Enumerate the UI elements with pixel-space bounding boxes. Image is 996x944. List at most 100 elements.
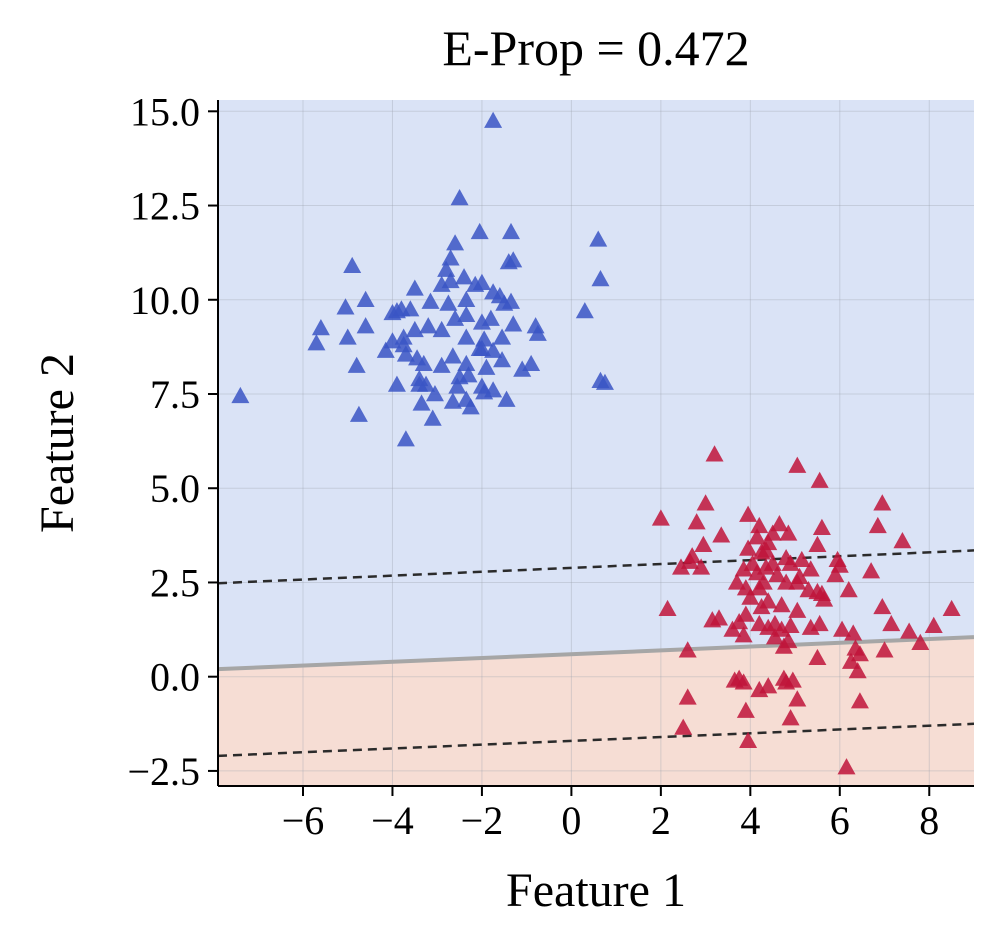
x-tick-label: 0	[561, 798, 581, 843]
y-tick-label: 15.0	[130, 89, 200, 134]
y-tick-label: 12.5	[130, 184, 200, 229]
point-class-1	[808, 535, 827, 552]
point-class-0	[591, 270, 610, 287]
point-class-1	[768, 565, 787, 583]
point-class-1	[671, 558, 690, 575]
point-class-0	[439, 294, 458, 311]
point-class-1	[739, 731, 758, 748]
point-class-1	[841, 652, 860, 669]
point-class-1	[844, 624, 863, 641]
point-class-1	[705, 445, 724, 462]
y-tick-label: 0.0	[150, 655, 200, 700]
point-class-0	[446, 234, 465, 251]
point-class-1	[815, 590, 834, 607]
point-class-1	[781, 709, 800, 726]
point-class-1	[911, 633, 930, 650]
x-axis-label: Feature 1	[506, 864, 686, 917]
lower-margin-line	[218, 722, 974, 758]
point-class-0	[356, 290, 375, 307]
point-class-0	[412, 394, 431, 411]
point-class-1	[788, 601, 807, 618]
point-class-1	[848, 662, 867, 679]
chart-title: E-Prop = 0.472	[442, 20, 749, 76]
decision-boundary-line	[218, 635, 974, 672]
point-class-1	[826, 565, 845, 583]
point-class-0	[504, 315, 523, 332]
data-points	[231, 111, 961, 775]
point-class-1	[900, 622, 919, 639]
point-class-0	[338, 328, 357, 345]
point-class-1	[756, 558, 775, 575]
point-class-0	[513, 360, 532, 377]
y-tick-label: −2.5	[127, 749, 200, 794]
point-class-1	[779, 524, 798, 541]
point-class-0	[484, 111, 503, 128]
point-class-0	[417, 375, 436, 392]
point-class-0	[461, 398, 480, 415]
point-class-1	[748, 564, 767, 581]
point-class-1	[727, 573, 746, 590]
point-class-0	[484, 341, 503, 358]
x-tick-label: 2	[651, 798, 671, 843]
point-class-0	[455, 268, 474, 285]
point-class-0	[448, 377, 467, 394]
point-class-1	[942, 599, 961, 617]
point-class-1	[734, 626, 753, 643]
point-class-1	[801, 618, 820, 635]
point-class-0	[396, 430, 415, 447]
y-axis-label: Feature 2	[31, 353, 84, 533]
point-class-1	[748, 528, 767, 545]
point-class-1	[750, 516, 769, 534]
point-class-1	[658, 599, 677, 617]
point-class-1	[837, 758, 856, 775]
point-class-0	[423, 409, 442, 426]
point-class-1	[868, 516, 887, 534]
point-class-0	[425, 385, 444, 402]
point-class-0	[477, 358, 496, 375]
point-class-1	[875, 641, 894, 658]
point-class-1	[712, 526, 731, 543]
point-class-1	[839, 581, 858, 598]
point-class-1	[833, 620, 852, 637]
point-class-0	[502, 222, 521, 240]
point-class-1	[812, 518, 831, 536]
point-class-0	[307, 334, 326, 351]
model-lines	[218, 549, 974, 758]
y-tick-label: 2.5	[150, 560, 200, 605]
point-class-0	[394, 336, 413, 353]
y-ticks: −2.5 0.0 2.5 5.0 7.5 10.0 12.5 15.0	[127, 89, 218, 794]
point-class-1	[692, 558, 711, 575]
point-class-0	[421, 292, 440, 309]
x-tick-label: 6	[830, 798, 850, 843]
point-class-1	[723, 620, 742, 637]
x-tick-label: 4	[740, 798, 760, 843]
point-class-0	[502, 292, 521, 309]
point-class-1	[808, 648, 827, 666]
point-class-0	[432, 320, 451, 338]
point-class-0	[432, 356, 451, 373]
point-class-0	[443, 347, 462, 364]
point-class-1	[678, 688, 697, 705]
point-class-1	[783, 671, 802, 688]
point-class-1	[873, 597, 892, 615]
point-class-0	[441, 271, 460, 289]
point-class-1	[772, 596, 791, 613]
point-class-1	[694, 535, 713, 552]
point-class-1	[788, 573, 807, 590]
point-class-1	[882, 614, 901, 632]
point-class-1	[792, 550, 811, 568]
point-class-1	[741, 588, 760, 605]
point-class-0	[396, 345, 415, 362]
y-tick-label: 7.5	[150, 372, 200, 417]
point-class-0	[405, 279, 424, 296]
point-class-1	[739, 505, 758, 522]
point-class-1	[810, 471, 829, 488]
point-class-1	[680, 552, 699, 569]
point-class-0	[493, 351, 512, 368]
point-class-0	[347, 356, 366, 373]
point-class-1	[781, 554, 800, 571]
point-class-1	[651, 509, 670, 526]
point-class-1	[696, 494, 715, 511]
point-class-0	[231, 386, 250, 404]
